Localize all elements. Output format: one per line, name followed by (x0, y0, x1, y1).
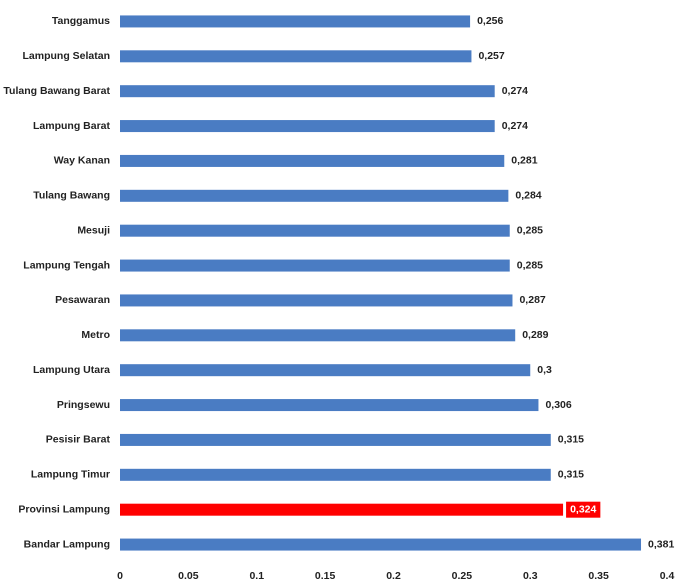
x-tick-label: 0.2 (386, 570, 401, 582)
bar (120, 224, 510, 237)
bar (120, 399, 539, 412)
bar (120, 294, 513, 307)
bar (120, 154, 505, 167)
bar (120, 120, 495, 133)
value-label: 0,284 (515, 190, 541, 202)
value-label: 0,287 (519, 294, 545, 306)
bar (120, 538, 642, 551)
value-label: 0,285 (517, 259, 543, 271)
y-tick-label: Tanggamus (52, 15, 110, 27)
x-tick-label: 0 (117, 570, 123, 582)
value-label: 0,3 (537, 364, 552, 376)
y-tick-label: Pringsewu (57, 399, 110, 411)
bar (120, 364, 531, 377)
y-tick-label: Pesawaran (55, 294, 110, 306)
bar (120, 50, 472, 63)
x-tick-label: 0.05 (178, 570, 199, 582)
y-tick-label: Pesisir Barat (46, 434, 111, 446)
value-label: 0,274 (502, 120, 528, 132)
value-label: 0,306 (545, 399, 571, 411)
value-label: 0,381 (648, 538, 674, 550)
value-label: 0,257 (478, 50, 504, 62)
y-tick-label: Mesuji (77, 224, 110, 236)
y-tick-label: Tulang Bawang Barat (3, 85, 110, 97)
value-label: 0,315 (558, 469, 584, 481)
bar (120, 329, 516, 342)
value-label: 0,256 (477, 15, 503, 27)
value-label: 0,274 (502, 85, 528, 97)
y-tick-label: Provinsi Lampung (18, 503, 110, 515)
x-tick-label: 0.15 (315, 570, 336, 582)
value-label: 0,285 (517, 224, 543, 236)
bar (120, 468, 551, 481)
value-label: 0,315 (558, 434, 584, 446)
y-tick-label: Lampung Utara (33, 364, 110, 376)
x-tick-label: 0.1 (249, 570, 264, 582)
y-tick-label: Bandar Lampung (24, 538, 110, 550)
bar (120, 433, 551, 446)
y-tick-label: Lampung Tengah (23, 259, 110, 271)
value-label: 0,289 (522, 329, 548, 341)
y-tick-label: Lampung Timur (31, 469, 110, 481)
y-tick-label: Lampung Selatan (22, 50, 110, 62)
x-tick-label: 0.3 (523, 570, 538, 582)
bar (120, 503, 564, 516)
y-tick-label: Way Kanan (54, 155, 110, 167)
y-tick-label: Tulang Bawang (33, 190, 110, 202)
value-label: 0,281 (511, 155, 537, 167)
value-label: 0,324 (570, 503, 596, 515)
y-tick-label: Lampung Barat (33, 120, 111, 132)
x-tick-label: 0.4 (660, 570, 675, 582)
bar (120, 15, 471, 28)
value-label-background (566, 501, 601, 518)
x-tick-label: 0.35 (588, 570, 609, 582)
x-tick-label: 0.25 (452, 570, 473, 582)
bar (120, 259, 510, 272)
y-tick-label: Metro (81, 329, 110, 341)
bar (120, 189, 509, 202)
bar (120, 85, 495, 98)
